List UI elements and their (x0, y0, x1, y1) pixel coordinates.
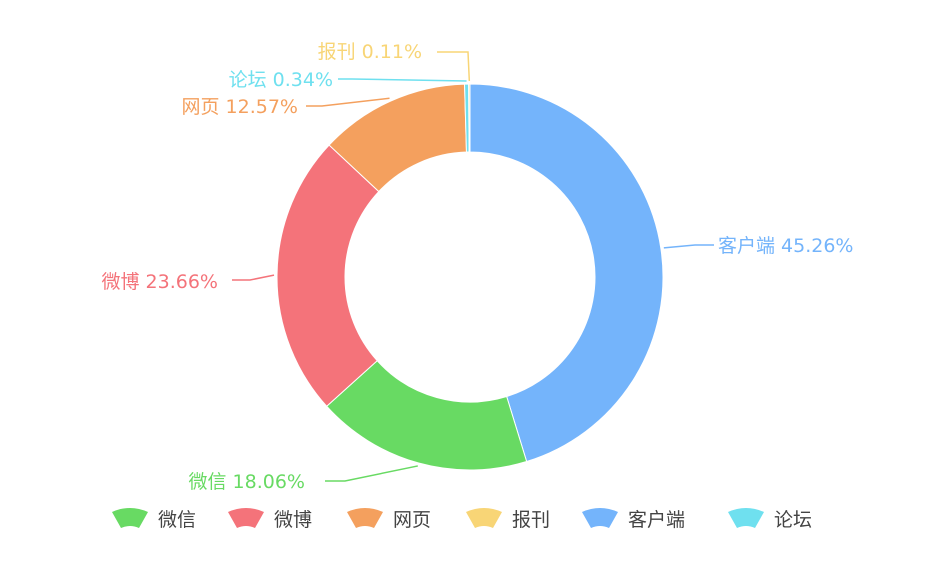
legend: 微信 微博 网页 报刊 客户端 论坛 (112, 508, 812, 531)
leader-line-4 (338, 78, 467, 82)
legend-item-2[interactable]: 网页 (347, 508, 431, 531)
donut-slice-0[interactable] (469, 83, 664, 463)
leader-line-0 (663, 244, 714, 249)
legend-icon-3 (466, 508, 502, 528)
legend-icon-1 (228, 508, 264, 528)
legend-icon-2 (347, 508, 383, 528)
legend-label-4: 客户端 (628, 509, 685, 531)
leader-lines-layer (232, 51, 714, 482)
legend-label-5: 论坛 (774, 509, 812, 531)
slice-label-0: 客户端 45.26% (718, 235, 854, 257)
leader-line-5 (437, 51, 471, 82)
legend-item-1[interactable]: 微博 (228, 508, 312, 531)
legend-item-4[interactable]: 客户端 (582, 508, 685, 531)
legend-item-0[interactable]: 微信 (112, 508, 196, 531)
legend-icon-0 (112, 508, 148, 528)
slice-labels-layer: 客户端 45.26% 微信 18.06% 微博 23.66% 网页 12.57% 论坛 … (102, 41, 854, 493)
slice-label-4: 论坛 0.34% (229, 69, 333, 91)
legend-item-5[interactable]: 论坛 (728, 508, 812, 531)
slice-label-5: 报刊 0.11% (318, 41, 422, 63)
legend-label-0: 微信 (158, 509, 196, 531)
donut-slice-2[interactable] (276, 144, 380, 407)
leader-line-3 (306, 97, 390, 107)
legend-item-3[interactable]: 报刊 (466, 508, 550, 531)
slices-layer (276, 83, 664, 471)
legend-label-3: 报刊 (512, 509, 550, 531)
slice-label-1: 微信 18.06% (189, 471, 306, 493)
leader-line-1 (325, 465, 418, 482)
legend-label-2: 网页 (393, 509, 431, 531)
legend-icon-4 (582, 508, 618, 528)
slice-label-3: 网页 12.57% (182, 96, 299, 118)
donut-slice-5[interactable] (468, 83, 471, 153)
leader-line-2 (232, 274, 275, 281)
slice-label-2: 微博 23.66% (102, 271, 219, 293)
legend-label-1: 微博 (274, 509, 312, 531)
legend-icon-5 (728, 508, 764, 528)
